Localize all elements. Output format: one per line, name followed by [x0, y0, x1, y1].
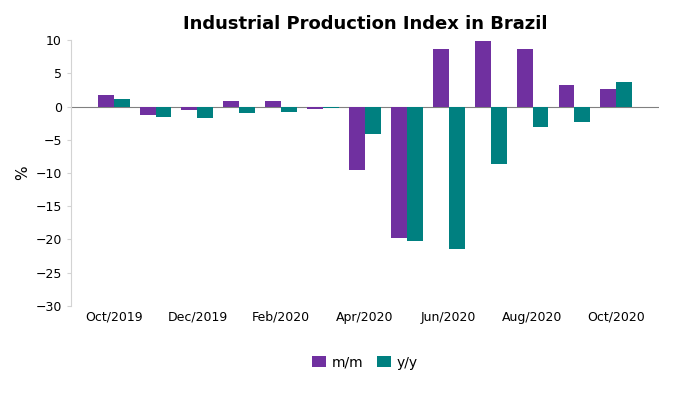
- Legend: m/m, y/y: m/m, y/y: [307, 350, 423, 375]
- Bar: [349, 106, 365, 170]
- Bar: [407, 106, 423, 241]
- Bar: [181, 106, 197, 110]
- Bar: [391, 106, 407, 238]
- Bar: [559, 85, 574, 106]
- Bar: [114, 98, 129, 106]
- Bar: [266, 101, 281, 106]
- Bar: [156, 106, 171, 116]
- Bar: [197, 106, 213, 119]
- Bar: [574, 106, 590, 122]
- Bar: [281, 106, 297, 112]
- Bar: [532, 106, 549, 127]
- Bar: [323, 106, 339, 108]
- Bar: [433, 49, 449, 106]
- Bar: [616, 82, 632, 106]
- Bar: [517, 49, 532, 106]
- Bar: [239, 106, 255, 113]
- Bar: [365, 106, 381, 134]
- Bar: [474, 41, 491, 106]
- Bar: [140, 106, 156, 114]
- Bar: [307, 106, 323, 109]
- Bar: [223, 101, 239, 106]
- Bar: [601, 89, 616, 106]
- Bar: [491, 106, 507, 164]
- Bar: [98, 95, 114, 106]
- Y-axis label: %: %: [15, 166, 30, 180]
- Bar: [449, 106, 464, 249]
- Title: Industrial Production Index in Brazil: Industrial Production Index in Brazil: [183, 15, 547, 33]
